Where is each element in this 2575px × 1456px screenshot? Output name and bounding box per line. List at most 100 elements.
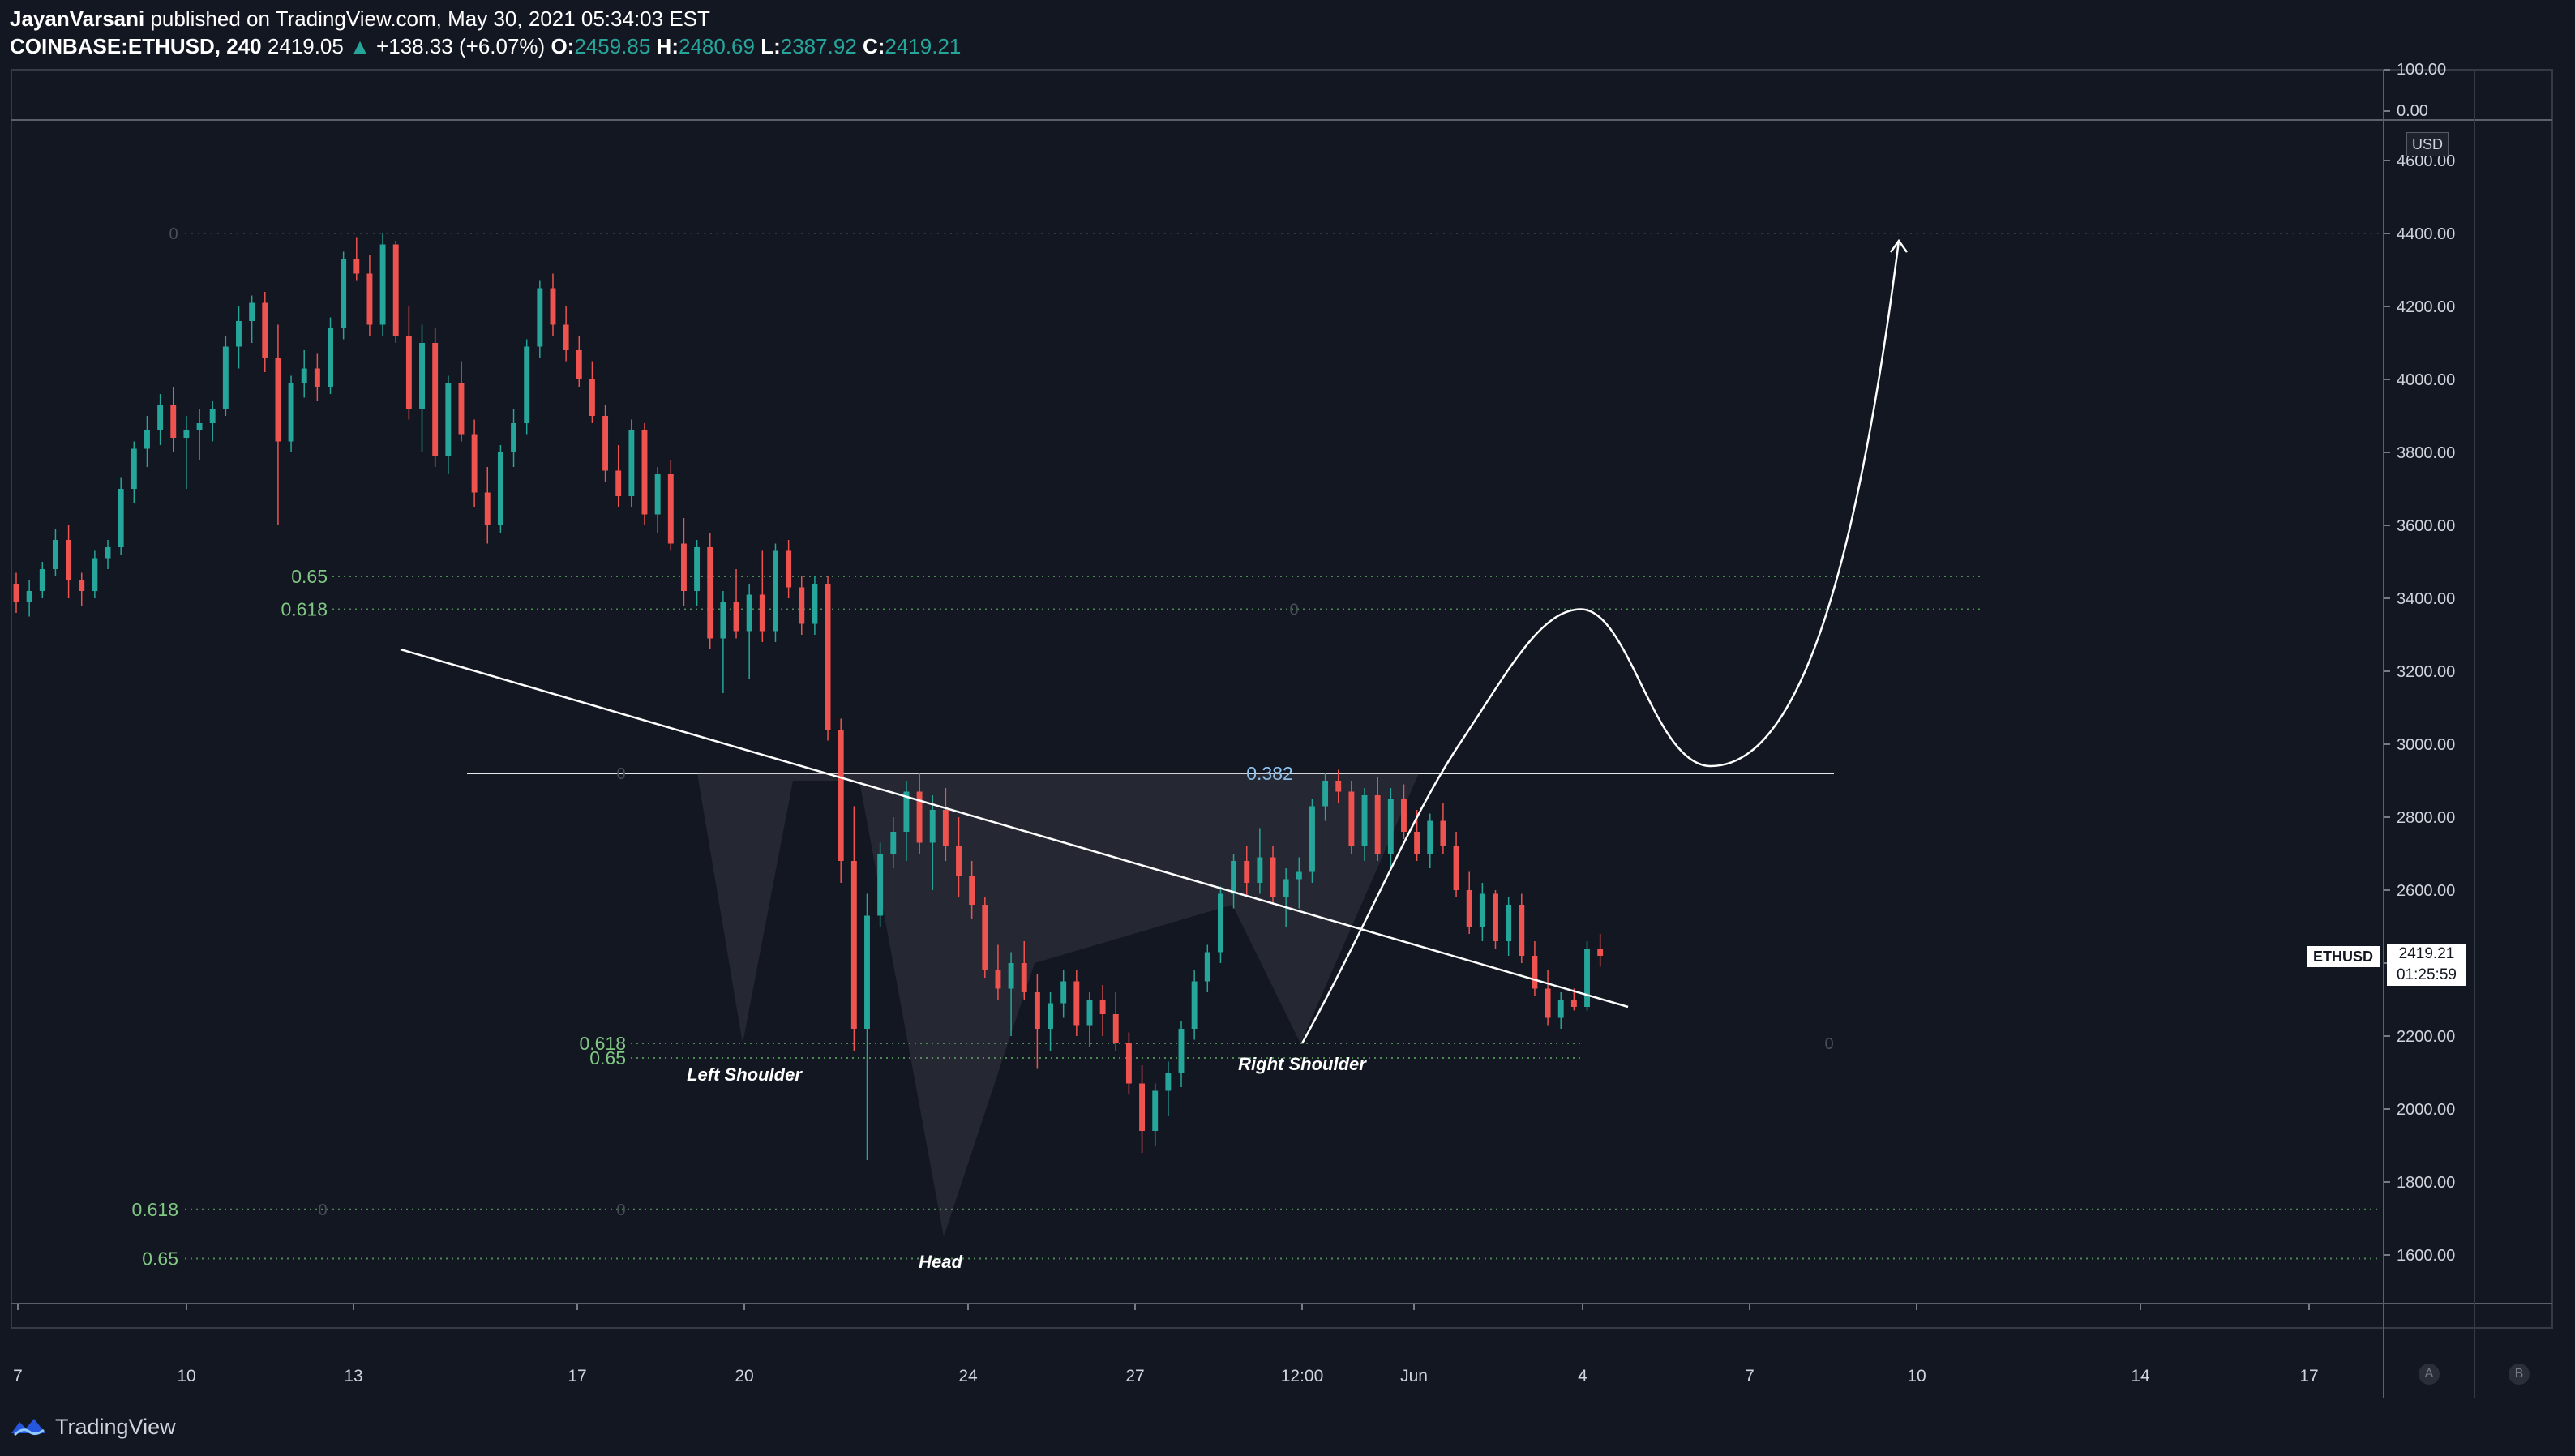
currency-badge[interactable]: USD bbox=[2406, 132, 2449, 156]
price-tick-label: 3200.00 bbox=[2397, 663, 2455, 681]
fib-level-label: 0.65 bbox=[142, 1248, 178, 1270]
candle-body bbox=[1466, 890, 1472, 927]
published-info: published on TradingView.com, May 30, 20… bbox=[150, 6, 710, 31]
candle-body bbox=[379, 244, 386, 325]
candle-body bbox=[1361, 795, 1368, 846]
time-tick-label: 7 bbox=[1745, 1367, 1755, 1385]
close-label: C: bbox=[862, 34, 885, 58]
candle-body bbox=[1309, 806, 1315, 872]
candle-body bbox=[66, 540, 72, 580]
low-label: L: bbox=[761, 34, 781, 58]
pattern-annotation: Right Shoulder bbox=[1238, 1054, 1367, 1074]
fib-zero-mark: 0 bbox=[318, 1201, 327, 1219]
price-tick-label: 3800.00 bbox=[2397, 444, 2455, 462]
candle-body bbox=[13, 584, 19, 602]
candle-body bbox=[1204, 952, 1210, 982]
candle-body bbox=[341, 259, 347, 328]
symbol-label[interactable]: COINBASE:ETHUSD, 240 bbox=[10, 34, 262, 58]
candle-body bbox=[615, 470, 622, 496]
candle-body bbox=[1440, 820, 1446, 846]
candle-body bbox=[589, 379, 595, 416]
candle-body bbox=[1191, 981, 1198, 1029]
candle-body bbox=[92, 558, 98, 591]
candle-body bbox=[26, 591, 32, 602]
candle-body bbox=[1217, 893, 1223, 953]
candle-body bbox=[1335, 781, 1342, 792]
time-tick-label: 10 bbox=[177, 1367, 195, 1385]
candle-body bbox=[812, 584, 818, 624]
candle-body bbox=[1479, 893, 1485, 927]
candle-body bbox=[1178, 1029, 1185, 1073]
candle-body bbox=[405, 336, 412, 409]
price-tick-label: 2000.00 bbox=[2397, 1101, 2455, 1119]
candle-body bbox=[1060, 981, 1067, 1004]
fib-level-label: 0.618 bbox=[281, 599, 328, 620]
candle-body bbox=[1570, 1000, 1577, 1007]
candle-body bbox=[786, 550, 792, 588]
pattern-annotation: Head bbox=[919, 1252, 962, 1272]
candle-body bbox=[877, 854, 884, 916]
tradingview-brand: TradingView bbox=[55, 1414, 176, 1439]
chart-frame bbox=[11, 69, 2553, 1329]
candle-body bbox=[667, 474, 674, 544]
auto-scale-button[interactable]: A bbox=[2419, 1364, 2440, 1385]
candle-body bbox=[1165, 1073, 1172, 1091]
last-price-tag: 2419.21 01:25:59 bbox=[2387, 944, 2466, 986]
time-tick-label: 24 bbox=[958, 1367, 978, 1385]
candle-body bbox=[890, 832, 897, 854]
low-value: 2387.92 bbox=[780, 34, 857, 58]
log-scale-button[interactable]: B bbox=[2509, 1364, 2530, 1385]
high-label: H: bbox=[656, 34, 679, 58]
candle-body bbox=[1152, 1090, 1159, 1131]
symbol-price-tag: ETHUSD bbox=[2306, 945, 2380, 968]
candle-body bbox=[680, 543, 687, 591]
author-name[interactable]: JayanVarsani bbox=[10, 6, 145, 31]
candle-body bbox=[1557, 1000, 1564, 1018]
candle-body bbox=[432, 343, 439, 456]
fib-level-label: 0.65 bbox=[589, 1047, 626, 1068]
fib-zero-mark: 0 bbox=[616, 765, 625, 783]
candle-body bbox=[1374, 795, 1381, 854]
candle-body bbox=[1322, 781, 1329, 807]
fib-zero-mark: 0 bbox=[1824, 1035, 1833, 1053]
candle-body bbox=[1387, 799, 1394, 854]
candle-body bbox=[170, 405, 177, 438]
candle-body bbox=[288, 383, 294, 442]
candle-body bbox=[222, 346, 229, 409]
tradingview-logo[interactable]: TradingView bbox=[10, 1411, 176, 1443]
candle-body bbox=[1296, 871, 1302, 880]
candle-body bbox=[1244, 861, 1250, 883]
candle-body bbox=[1125, 1043, 1132, 1084]
candle-body bbox=[183, 430, 190, 438]
candle-body bbox=[1584, 949, 1590, 1007]
candle-body bbox=[249, 302, 255, 321]
price-tick-label: 1800.00 bbox=[2397, 1174, 2455, 1192]
candle-body bbox=[1112, 1014, 1119, 1043]
open-label: O: bbox=[551, 34, 575, 58]
candle-body bbox=[825, 584, 831, 730]
candle-body bbox=[1506, 905, 1512, 941]
candle-body bbox=[328, 328, 333, 387]
candle-body bbox=[196, 423, 203, 430]
candle-body bbox=[850, 861, 857, 1029]
time-tick-label: 17 bbox=[568, 1367, 586, 1385]
candle-body bbox=[524, 346, 530, 423]
candle-body bbox=[1231, 861, 1237, 894]
candle-body bbox=[746, 594, 752, 632]
candle-body bbox=[694, 547, 701, 591]
price-tick-label: 2200.00 bbox=[2397, 1028, 2455, 1046]
candle-body bbox=[864, 915, 870, 1029]
candle-body bbox=[1348, 791, 1355, 846]
candle-body bbox=[1532, 956, 1538, 989]
candle-body bbox=[1034, 992, 1040, 1029]
candle-body bbox=[1270, 857, 1276, 897]
candle-body bbox=[929, 810, 936, 843]
price-tick-label: 3400.00 bbox=[2397, 590, 2455, 608]
candle-body bbox=[602, 416, 609, 471]
candle-body bbox=[576, 350, 582, 379]
candle-body bbox=[1597, 949, 1604, 956]
candle-body bbox=[1257, 857, 1263, 883]
candle-body bbox=[733, 602, 739, 632]
price-tick-label: 2600.00 bbox=[2397, 882, 2455, 900]
